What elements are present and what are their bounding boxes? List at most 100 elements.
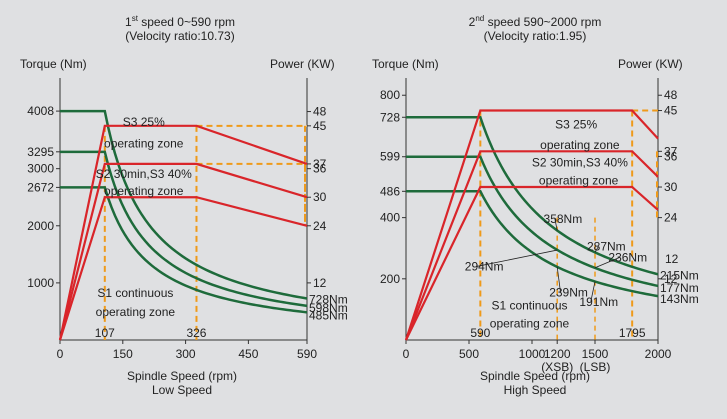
right-nm-label: 239Nm xyxy=(549,286,588,300)
left-speed-marker-label: 326 xyxy=(186,326,206,340)
left-y2-tick-label: 45 xyxy=(313,119,327,133)
left-zone-annotation: S2 30min,S3 40% xyxy=(96,167,192,181)
left-y-tick-label: 3000 xyxy=(27,162,54,176)
right-zone-annotation: operating zone xyxy=(539,173,619,187)
left-torque-end-label: 598Nm xyxy=(309,301,348,315)
left-power-line xyxy=(58,196,308,341)
right-x-tick-label: 500 xyxy=(459,347,479,361)
right-x-sublabel-lsb: (LSB) xyxy=(580,360,611,374)
right-y-tick-label: 599 xyxy=(380,150,400,164)
left-speed-marker-label: 107 xyxy=(95,326,115,340)
left-zone-annotation: S3 25% xyxy=(123,115,165,129)
right-x-tick-label: 0 xyxy=(403,347,410,361)
left-power-line xyxy=(58,124,308,341)
right-x-tick-label: 1200 xyxy=(544,347,571,361)
right-chart-title: 2nd speed 590~2000 rpm (Velocity ratio:1… xyxy=(468,14,602,43)
left-y2-tick-label: 37 xyxy=(313,157,327,171)
left-x-tick-label: 450 xyxy=(238,347,258,361)
right-x-tick-label: 1500 xyxy=(582,347,609,361)
right-y2-tick-label: 24 xyxy=(664,211,678,225)
right-y2-extra-label: 12 xyxy=(665,252,679,266)
left-x-tick-label: 150 xyxy=(113,347,133,361)
right-power-line xyxy=(405,185,659,341)
right-torque-end-label: 143Nm xyxy=(660,292,699,306)
right-nm-label: 358Nm xyxy=(544,212,583,226)
right-y2-axis-label: Power (KW) xyxy=(618,57,683,71)
right-x-tick-label: 2000 xyxy=(645,347,672,361)
right-zone-annotation: operating zone xyxy=(540,138,620,152)
right-y-tick-label: 200 xyxy=(380,272,400,286)
right-nm-leader xyxy=(554,218,558,231)
left-torque-line xyxy=(60,150,308,308)
right-torque-line xyxy=(406,155,659,288)
left-zone-annotation: operating zone xyxy=(96,305,176,319)
left-y-tick-label: 4008 xyxy=(27,104,54,118)
left-y-tick-label: 2672 xyxy=(27,180,54,194)
left-y2-tick-label: 24 xyxy=(313,219,327,233)
left-torque-line xyxy=(60,109,308,300)
left-chart-title: 1st speed 0~590 rpm (Velocity ratio:10.7… xyxy=(125,14,235,43)
left-y2-tick-label: 30 xyxy=(313,190,327,204)
right-x-axis-sublabel: High Speed xyxy=(504,383,567,397)
left-x-tick-label: 300 xyxy=(176,347,196,361)
left-y-tick-label: 3295 xyxy=(27,145,54,159)
right-speed-marker-label: 590 xyxy=(470,326,490,340)
left-power-line xyxy=(58,162,308,341)
right-torque-line xyxy=(406,116,659,276)
right-speed-marker-label: 1795 xyxy=(619,326,646,340)
left-y2-axis-label: Power (KW) xyxy=(270,57,335,71)
right-y2-tick-label: 36 xyxy=(664,149,678,163)
right-y-tick-label: 400 xyxy=(380,211,400,225)
right-y-axis-label: Torque (Nm) xyxy=(372,57,439,71)
left-y2-tick-label: 12 xyxy=(313,276,327,290)
right-y-tick-label: 728 xyxy=(380,110,400,124)
left-x-axis-sublabel: Low Speed xyxy=(152,383,212,397)
left-y-axis-label: Torque (Nm) xyxy=(20,57,87,71)
left-zone-annotation: operating zone xyxy=(104,184,184,198)
right-x-sublabel-xsb: (XSB) xyxy=(541,360,573,374)
right-nm-leader xyxy=(594,246,599,253)
right-chart-subtitle: (Velocity ratio:1.95) xyxy=(483,29,587,43)
right-nm-leader xyxy=(590,281,596,302)
right-torque-end-label: 177Nm xyxy=(660,281,699,295)
left-zone-annotation: S1 continuous xyxy=(97,286,173,300)
left-y2-tick-label: 36 xyxy=(313,162,327,176)
right-zone-annotation: S2 30min,S3 40% xyxy=(532,156,628,170)
left-torque-line xyxy=(60,186,308,314)
right-y2-tick-label: 37 xyxy=(664,144,678,158)
right-nm-label: 236Nm xyxy=(608,250,647,264)
left-x-tick-label: 590 xyxy=(297,347,317,361)
left-y-tick-label: 1000 xyxy=(27,276,54,290)
right-nm-label: 191Nm xyxy=(579,295,618,309)
right-power-line xyxy=(404,150,659,341)
left-zone-annotation: operating zone xyxy=(104,136,184,150)
left-chart-subtitle: (Velocity ratio:10.73) xyxy=(125,29,235,43)
left-y2-tick-label: 48 xyxy=(313,105,327,119)
right-torque-end-label: 215Nm xyxy=(660,268,699,282)
right-zone-annotation: S3 25% xyxy=(555,117,597,131)
left-y-tick-label: 2000 xyxy=(27,219,54,233)
right-y-tick-label: 800 xyxy=(380,88,400,102)
left-x-axis-label: Spindle Speed (rpm) xyxy=(127,369,237,383)
right-y2-tick-label: 30 xyxy=(664,180,678,194)
left-torque-end-label: 485Nm xyxy=(309,308,348,322)
right-power-line xyxy=(404,109,659,341)
right-zone-annotation: operating zone xyxy=(490,316,570,330)
right-x-axis-label: Spindle Speed (rpm) xyxy=(480,369,590,383)
right-y2-tick-label: 48 xyxy=(664,88,678,102)
right-nm-leader xyxy=(476,249,558,267)
right-x-tick-label: 1000 xyxy=(519,347,546,361)
right-nm-label: 287Nm xyxy=(587,240,626,254)
right-nm-label: 294Nm xyxy=(465,260,504,274)
right-nm-leader xyxy=(556,266,561,293)
right-y2-tick-label: 12 xyxy=(664,272,678,286)
right-y-tick-label: 486 xyxy=(380,184,400,198)
right-nm-leader xyxy=(594,257,620,269)
right-torque-line xyxy=(406,190,659,298)
right-zone-annotation: S1 continuous xyxy=(491,298,567,312)
left-torque-end-label: 728Nm xyxy=(309,292,348,306)
left-x-tick-label: 0 xyxy=(57,347,64,361)
right-y2-tick-label: 45 xyxy=(664,104,678,118)
